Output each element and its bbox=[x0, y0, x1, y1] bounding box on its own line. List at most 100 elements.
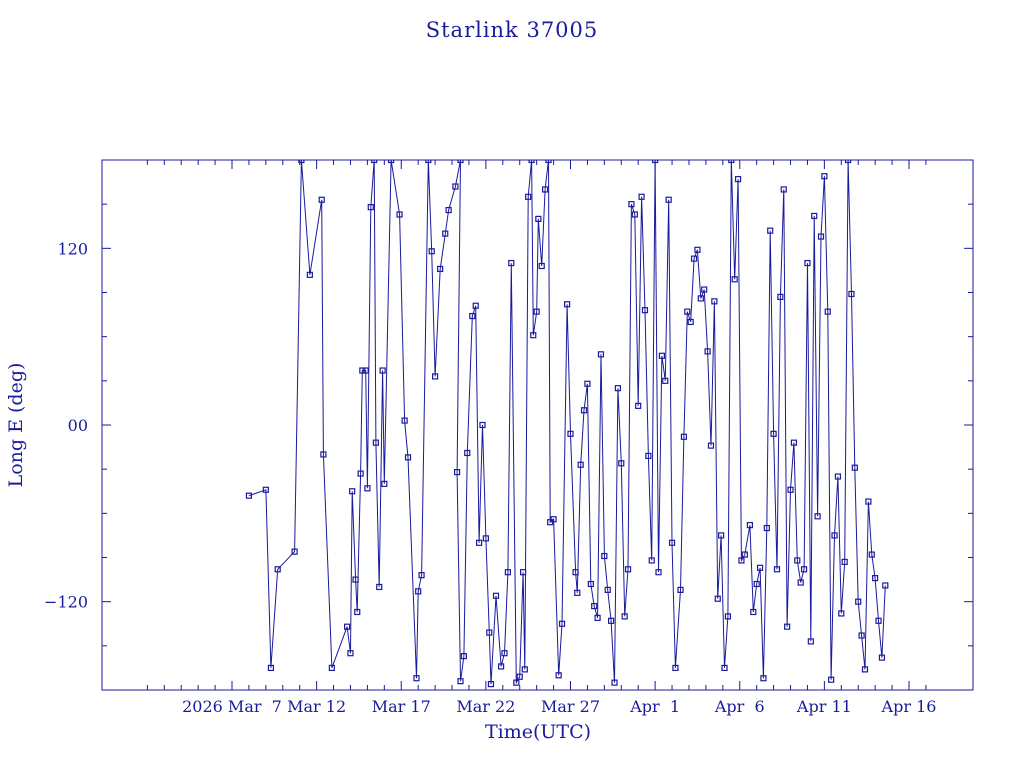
data-point bbox=[834, 473, 842, 480]
data-point bbox=[784, 623, 791, 630]
data-point bbox=[401, 417, 408, 424]
data-point bbox=[452, 183, 459, 190]
data-point bbox=[718, 532, 725, 539]
data-point bbox=[741, 551, 748, 558]
data-point bbox=[535, 215, 542, 222]
data-point bbox=[262, 486, 269, 493]
data-point bbox=[800, 566, 808, 573]
data-point bbox=[501, 650, 508, 657]
data-point bbox=[714, 595, 721, 602]
data-point bbox=[352, 576, 359, 583]
data-point bbox=[413, 675, 420, 682]
data-point bbox=[357, 470, 364, 477]
data-point bbox=[594, 614, 601, 621]
data-point bbox=[690, 255, 698, 262]
data-point bbox=[811, 212, 818, 220]
data-point bbox=[787, 486, 794, 493]
data-point bbox=[574, 589, 581, 596]
data-point bbox=[381, 480, 388, 487]
data-point bbox=[376, 583, 383, 591]
axis-ticks bbox=[102, 159, 973, 691]
data-point bbox=[750, 608, 757, 616]
data-point bbox=[567, 430, 574, 437]
data-point bbox=[824, 308, 831, 315]
data-point bbox=[780, 186, 787, 193]
data-point bbox=[487, 681, 495, 688]
series-line bbox=[248, 160, 886, 685]
data-point bbox=[635, 402, 642, 409]
data-point bbox=[379, 367, 386, 374]
data-point bbox=[460, 653, 467, 660]
y-axis-title: Long E (deg) bbox=[5, 363, 27, 488]
data-point bbox=[572, 569, 579, 576]
data-point bbox=[538, 262, 545, 270]
data-point bbox=[855, 598, 862, 605]
data-point bbox=[354, 608, 361, 616]
data-point bbox=[767, 227, 774, 234]
data-point bbox=[577, 461, 584, 468]
data-point bbox=[267, 664, 275, 672]
data-point bbox=[298, 160, 305, 164]
y-tick-label: 120 bbox=[57, 239, 88, 258]
data-point bbox=[387, 160, 395, 164]
data-point bbox=[542, 186, 549, 193]
data-point bbox=[445, 206, 452, 214]
data-point bbox=[349, 488, 356, 495]
data-point bbox=[641, 307, 649, 314]
data-point bbox=[662, 377, 669, 384]
data-point bbox=[875, 617, 882, 624]
data-point bbox=[665, 196, 672, 203]
data-point bbox=[858, 632, 865, 639]
data-point bbox=[738, 557, 745, 564]
data-point bbox=[724, 613, 732, 620]
data-point bbox=[814, 513, 821, 520]
data-point bbox=[291, 548, 298, 555]
data-point bbox=[704, 348, 711, 355]
data-point bbox=[790, 439, 798, 446]
data-point bbox=[513, 679, 520, 686]
chart-title: Starlink 37005 bbox=[426, 18, 599, 42]
data-point bbox=[597, 351, 605, 358]
data-point bbox=[367, 204, 374, 211]
data-point bbox=[697, 295, 704, 302]
data-point bbox=[359, 367, 366, 374]
data-point bbox=[794, 557, 801, 564]
data-point bbox=[457, 160, 464, 164]
data-point bbox=[618, 460, 625, 467]
data-point bbox=[464, 449, 471, 457]
data-point bbox=[821, 173, 828, 180]
data-point bbox=[432, 373, 439, 380]
data-point bbox=[645, 452, 652, 460]
data-point bbox=[479, 421, 486, 429]
data-point bbox=[770, 430, 777, 437]
data-point bbox=[668, 539, 676, 546]
data-point bbox=[677, 586, 684, 593]
data-point bbox=[621, 613, 628, 620]
data-point bbox=[550, 516, 557, 523]
data-point bbox=[482, 535, 489, 542]
data-point bbox=[680, 433, 687, 440]
data-point bbox=[404, 454, 412, 461]
x-tick-label: 2026 Mar 7 bbox=[182, 697, 282, 716]
data-point bbox=[347, 650, 354, 657]
y-tick-label: −120 bbox=[44, 593, 88, 612]
data-point bbox=[614, 385, 621, 392]
data-point bbox=[882, 582, 889, 589]
data-point bbox=[558, 620, 566, 627]
data-point bbox=[516, 673, 523, 680]
data-point bbox=[701, 286, 708, 293]
x-tick-label: Mar 27 bbox=[541, 697, 600, 716]
x-tick-label: Apr 11 bbox=[796, 697, 852, 716]
data-point bbox=[492, 592, 500, 599]
data-point bbox=[648, 557, 655, 564]
data-point bbox=[520, 569, 527, 576]
data-point bbox=[415, 588, 422, 595]
data-point bbox=[694, 246, 701, 253]
data-point bbox=[763, 524, 770, 532]
data-point bbox=[530, 332, 537, 339]
data-point bbox=[817, 233, 825, 240]
data-point bbox=[777, 293, 784, 301]
x-tick-label: Mar 22 bbox=[456, 697, 515, 716]
data-point bbox=[274, 566, 281, 573]
